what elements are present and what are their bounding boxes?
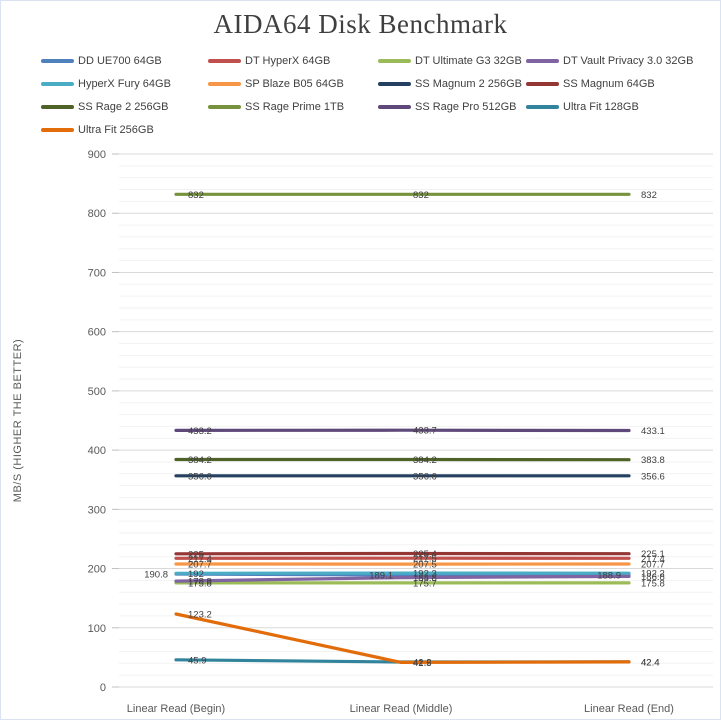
legend-line-swatch (41, 82, 74, 86)
legend-label: HyperX Fury 64GB (78, 78, 171, 90)
data-label: 42.4 (641, 657, 660, 668)
y-axis-label: 600 (88, 327, 106, 339)
data-label: 123.2 (188, 610, 212, 621)
legend-label: SS Rage Pro 512GB (415, 101, 517, 113)
legend-item: SS Magnum 2 256GB (378, 74, 524, 93)
data-label: 225 (188, 549, 204, 560)
legend-label: DT Vault Privacy 3.0 32GB (563, 55, 693, 67)
y-axis-label: 100 (88, 623, 106, 635)
data-label: 356.6 (641, 471, 665, 482)
legend-label: DD UE700 64GB (78, 55, 162, 67)
legend-label: Ultra Fit 256GB (78, 124, 154, 136)
legend-item: SP Blaze B05 64GB (208, 74, 376, 93)
legend-item: DT Vault Privacy 3.0 32GB (526, 51, 706, 70)
data-label: 433.2 (188, 426, 212, 437)
data-label: 41.5 (413, 658, 432, 669)
data-label: 225.1 (641, 549, 665, 560)
legend-line-swatch (526, 59, 559, 63)
legend-line-swatch (41, 128, 74, 132)
series-line (176, 614, 629, 662)
legend-line-swatch (208, 105, 241, 109)
data-label: 832 (413, 190, 429, 201)
legend-line-swatch (378, 105, 411, 109)
legend-line-swatch (208, 59, 241, 63)
data-label: 190.8 (144, 570, 168, 581)
data-label: 383.8 (641, 455, 665, 466)
chart-title: AIDA64 Disk Benchmark (1, 9, 720, 40)
legend-item: SS Rage Prime 1TB (208, 97, 376, 116)
legend-line-swatch (526, 105, 559, 109)
legend-label: DT Ultimate G3 32GB (415, 55, 522, 67)
legend-item: SS Rage Pro 512GB (378, 97, 524, 116)
legend-line-swatch (208, 82, 241, 86)
legend-item: DT HyperX 64GB (208, 51, 376, 70)
data-label: 189.1 (369, 571, 393, 582)
legend-item: DT Ultimate G3 32GB (378, 51, 524, 70)
legend-label: Ultra Fit 128GB (563, 101, 639, 113)
y-axis-label: 200 (88, 564, 106, 576)
legend-label: SS Magnum 2 256GB (415, 78, 522, 90)
data-label: 207.7 (188, 559, 212, 570)
legend-item: Ultra Fit 256GB (41, 120, 206, 139)
y-axis-label: 300 (88, 504, 106, 516)
data-label: 207.7 (641, 559, 665, 570)
chart-legend: DD UE700 64GB DT HyperX 64GB DT Ultimate G… (41, 51, 706, 139)
y-axis-title: MB/S (HIGHER THE BETTER) (12, 339, 24, 502)
y-axis-label: 0 (100, 682, 106, 694)
data-label: 45.9 (188, 655, 207, 666)
legend-label: SP Blaze B05 64GB (245, 78, 344, 90)
legend-line-swatch (378, 59, 411, 63)
data-label: 384.2 (413, 455, 437, 466)
data-label: 433.7 (413, 426, 437, 437)
legend-item: DD UE700 64GB (41, 51, 206, 70)
data-label: 207.5 (413, 560, 437, 571)
data-label: 188.9 (597, 571, 621, 582)
y-axis-label: 400 (88, 445, 106, 457)
y-axis-label: 500 (88, 386, 106, 398)
data-label: 384.2 (188, 455, 212, 466)
data-label: 433.1 (641, 426, 665, 437)
legend-item: HyperX Fury 64GB (41, 74, 206, 93)
legend-item: SS Magnum 64GB (526, 74, 706, 93)
data-label: 832 (188, 190, 204, 201)
data-label: 225.4 (413, 549, 437, 560)
y-axis-label: 700 (88, 267, 106, 279)
legend-label: DT HyperX 64GB (245, 55, 330, 67)
x-axis-label: Linear Read (End) (584, 703, 674, 715)
legend-label: SS Rage 2 256GB (78, 101, 169, 113)
x-axis-label: Linear Read (Begin) (127, 703, 225, 715)
data-label: 356.6 (188, 471, 212, 482)
legend-label: SS Magnum 64GB (563, 78, 655, 90)
legend-line-swatch (526, 82, 559, 86)
legend-item: Ultra Fit 128GB (526, 97, 706, 116)
y-axis-label: 900 (88, 149, 106, 161)
data-label: 832 (641, 190, 657, 201)
y-axis-label: 800 (88, 208, 106, 220)
legend-item: SS Rage 2 256GB (41, 97, 206, 116)
legend-line-swatch (378, 82, 411, 86)
legend-line-swatch (41, 59, 74, 63)
legend-label: SS Rage Prime 1TB (245, 101, 344, 113)
x-axis-label: Linear Read (Middle) (350, 703, 453, 715)
plot-svg: 0 100 200 300 400 500 600 700 800 900 MB/S (HIGHER… (1, 146, 721, 721)
plot-area: 0 100 200 300 400 500 600 700 800 900 MB/S (HIGHER… (1, 146, 721, 721)
legend-line-swatch (41, 105, 74, 109)
data-label: 356.6 (413, 471, 437, 482)
